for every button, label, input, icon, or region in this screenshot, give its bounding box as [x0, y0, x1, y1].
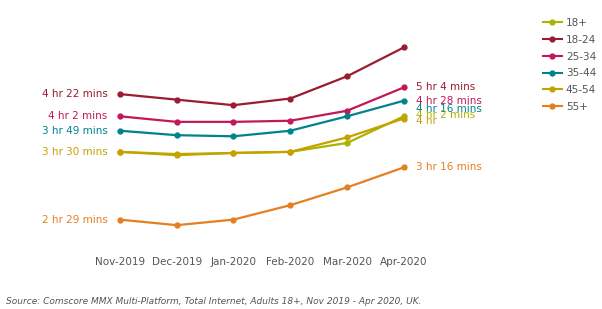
- 18-24: [173, 98, 180, 101]
- Legend: 18+, 18-24, 25-34, 35-44, 45-54, 55+: 18+, 18-24, 25-34, 35-44, 45-54, 55+: [539, 14, 600, 116]
- 45-54: [173, 153, 180, 157]
- 18-24: [400, 45, 408, 49]
- 35-44: [230, 134, 237, 138]
- Text: 2 hr 29 mins: 2 hr 29 mins: [42, 215, 107, 225]
- 45-54: [116, 150, 123, 154]
- 55+: [344, 185, 351, 189]
- 18+: [287, 150, 294, 154]
- Text: 3 hr 30 mins: 3 hr 30 mins: [42, 147, 107, 157]
- Line: 18-24: 18-24: [117, 45, 406, 108]
- 25-34: [400, 86, 408, 89]
- Line: 45-54: 45-54: [117, 116, 406, 158]
- 35-44: [287, 129, 294, 133]
- 18-24: [230, 103, 237, 107]
- 18+: [230, 151, 237, 155]
- 45-54: [287, 150, 294, 154]
- Text: 4 hr 2 mins: 4 hr 2 mins: [417, 110, 476, 120]
- 35-44: [116, 129, 123, 133]
- Text: Source: Comscore MMX Multi-Platform, Total Internet, Adults 18+, Nov 2019 - Apr : Source: Comscore MMX Multi-Platform, Tot…: [6, 297, 421, 306]
- Text: 4 hr: 4 hr: [417, 116, 437, 126]
- 25-34: [116, 114, 123, 118]
- 55+: [400, 166, 408, 169]
- 18-24: [287, 97, 294, 100]
- 25-34: [344, 109, 351, 112]
- 35-44: [173, 133, 180, 137]
- 35-44: [400, 99, 408, 103]
- 55+: [173, 223, 180, 227]
- 55+: [287, 203, 294, 207]
- Text: 3 hr 49 mins: 3 hr 49 mins: [42, 126, 107, 136]
- 35-44: [344, 114, 351, 118]
- Text: 4 hr 22 mins: 4 hr 22 mins: [42, 89, 107, 99]
- 25-34: [173, 120, 180, 124]
- Line: 35-44: 35-44: [117, 98, 406, 139]
- 55+: [116, 218, 123, 222]
- 18+: [400, 114, 408, 118]
- 45-54: [344, 136, 351, 139]
- 18+: [116, 150, 123, 154]
- 45-54: [230, 151, 237, 155]
- 25-34: [230, 120, 237, 124]
- 55+: [230, 218, 237, 222]
- Text: 4 hr 2 mins: 4 hr 2 mins: [48, 111, 107, 121]
- Line: 18+: 18+: [117, 114, 406, 156]
- Line: 25-34: 25-34: [117, 85, 406, 124]
- 18-24: [116, 92, 123, 96]
- Text: 4 hr 28 mins: 4 hr 28 mins: [417, 96, 482, 106]
- Text: 4 hr 16 mins: 4 hr 16 mins: [417, 104, 482, 113]
- 45-54: [400, 117, 408, 121]
- 25-34: [287, 119, 294, 123]
- Line: 55+: 55+: [117, 165, 406, 228]
- Text: 5 hr 4 mins: 5 hr 4 mins: [417, 83, 476, 92]
- Text: 3 hr 16 mins: 3 hr 16 mins: [417, 163, 482, 172]
- 18+: [173, 152, 180, 156]
- 18-24: [344, 74, 351, 78]
- 18+: [344, 141, 351, 145]
